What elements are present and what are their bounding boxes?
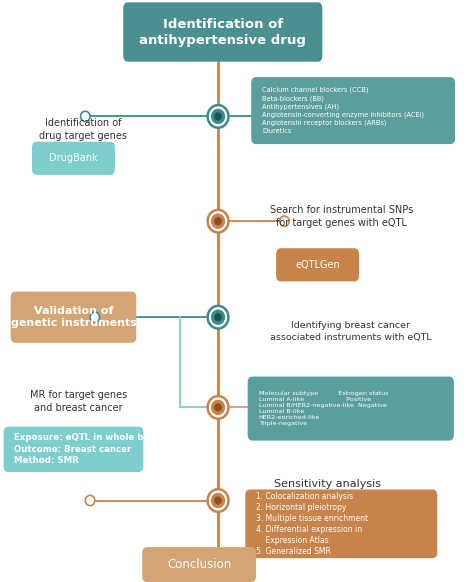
Ellipse shape	[211, 400, 225, 415]
Text: Molecular subtype          Estrogen status
Luminal A-like                     Po: Molecular subtype Estrogen status Lumina…	[259, 391, 388, 426]
Ellipse shape	[280, 216, 289, 226]
Text: DrugBank: DrugBank	[49, 153, 98, 164]
Text: Identification of
drug target genes: Identification of drug target genes	[39, 118, 127, 141]
FancyBboxPatch shape	[247, 377, 454, 441]
Text: 1. Colocalization analysis
2. Horizontal pleiotropy
3. Multiple tissue enrichmen: 1. Colocalization analysis 2. Horizontal…	[256, 492, 368, 556]
Text: Search for instrumental SNPs
for target genes with eQTL: Search for instrumental SNPs for target …	[270, 205, 413, 228]
Ellipse shape	[81, 111, 90, 122]
FancyBboxPatch shape	[123, 2, 322, 62]
Ellipse shape	[211, 310, 225, 325]
Ellipse shape	[211, 109, 225, 124]
FancyBboxPatch shape	[10, 292, 137, 343]
Ellipse shape	[85, 495, 95, 506]
Text: Exposure: eQTL in whole blood
Outcome: Breast cancer
Method: SMR: Exposure: eQTL in whole blood Outcome: B…	[14, 434, 165, 465]
Ellipse shape	[214, 217, 222, 225]
FancyBboxPatch shape	[3, 427, 143, 472]
Ellipse shape	[208, 396, 228, 418]
FancyBboxPatch shape	[276, 248, 359, 281]
Text: MR for target genes
and breast cancer: MR for target genes and breast cancer	[29, 390, 127, 413]
Ellipse shape	[214, 403, 222, 411]
Text: Identification of
antihypertensive drug: Identification of antihypertensive drug	[139, 17, 306, 47]
Text: eQTLGen: eQTLGen	[295, 260, 340, 270]
FancyBboxPatch shape	[246, 489, 437, 558]
Text: Conclusion: Conclusion	[167, 558, 231, 571]
Ellipse shape	[211, 493, 225, 508]
FancyBboxPatch shape	[32, 142, 115, 175]
Text: Calcium channel blockers (CCB)
Beta-blockers (BB)
Antihypertensives (AH)
Angiote: Calcium channel blockers (CCB) Beta-bloc…	[262, 87, 424, 134]
Ellipse shape	[214, 313, 222, 321]
Text: Identifying breast cancer
associated instruments with eQTL: Identifying breast cancer associated ins…	[270, 321, 431, 342]
Ellipse shape	[208, 210, 228, 232]
Ellipse shape	[208, 489, 228, 512]
Ellipse shape	[211, 214, 225, 229]
Ellipse shape	[214, 112, 222, 120]
Ellipse shape	[90, 312, 100, 322]
FancyBboxPatch shape	[251, 77, 455, 144]
FancyBboxPatch shape	[142, 547, 256, 582]
Ellipse shape	[208, 105, 228, 127]
Ellipse shape	[214, 496, 222, 505]
Text: Sensitivity analysis: Sensitivity analysis	[273, 479, 381, 489]
Text: Validation of
genetic instruments: Validation of genetic instruments	[10, 306, 137, 328]
Ellipse shape	[208, 306, 228, 328]
